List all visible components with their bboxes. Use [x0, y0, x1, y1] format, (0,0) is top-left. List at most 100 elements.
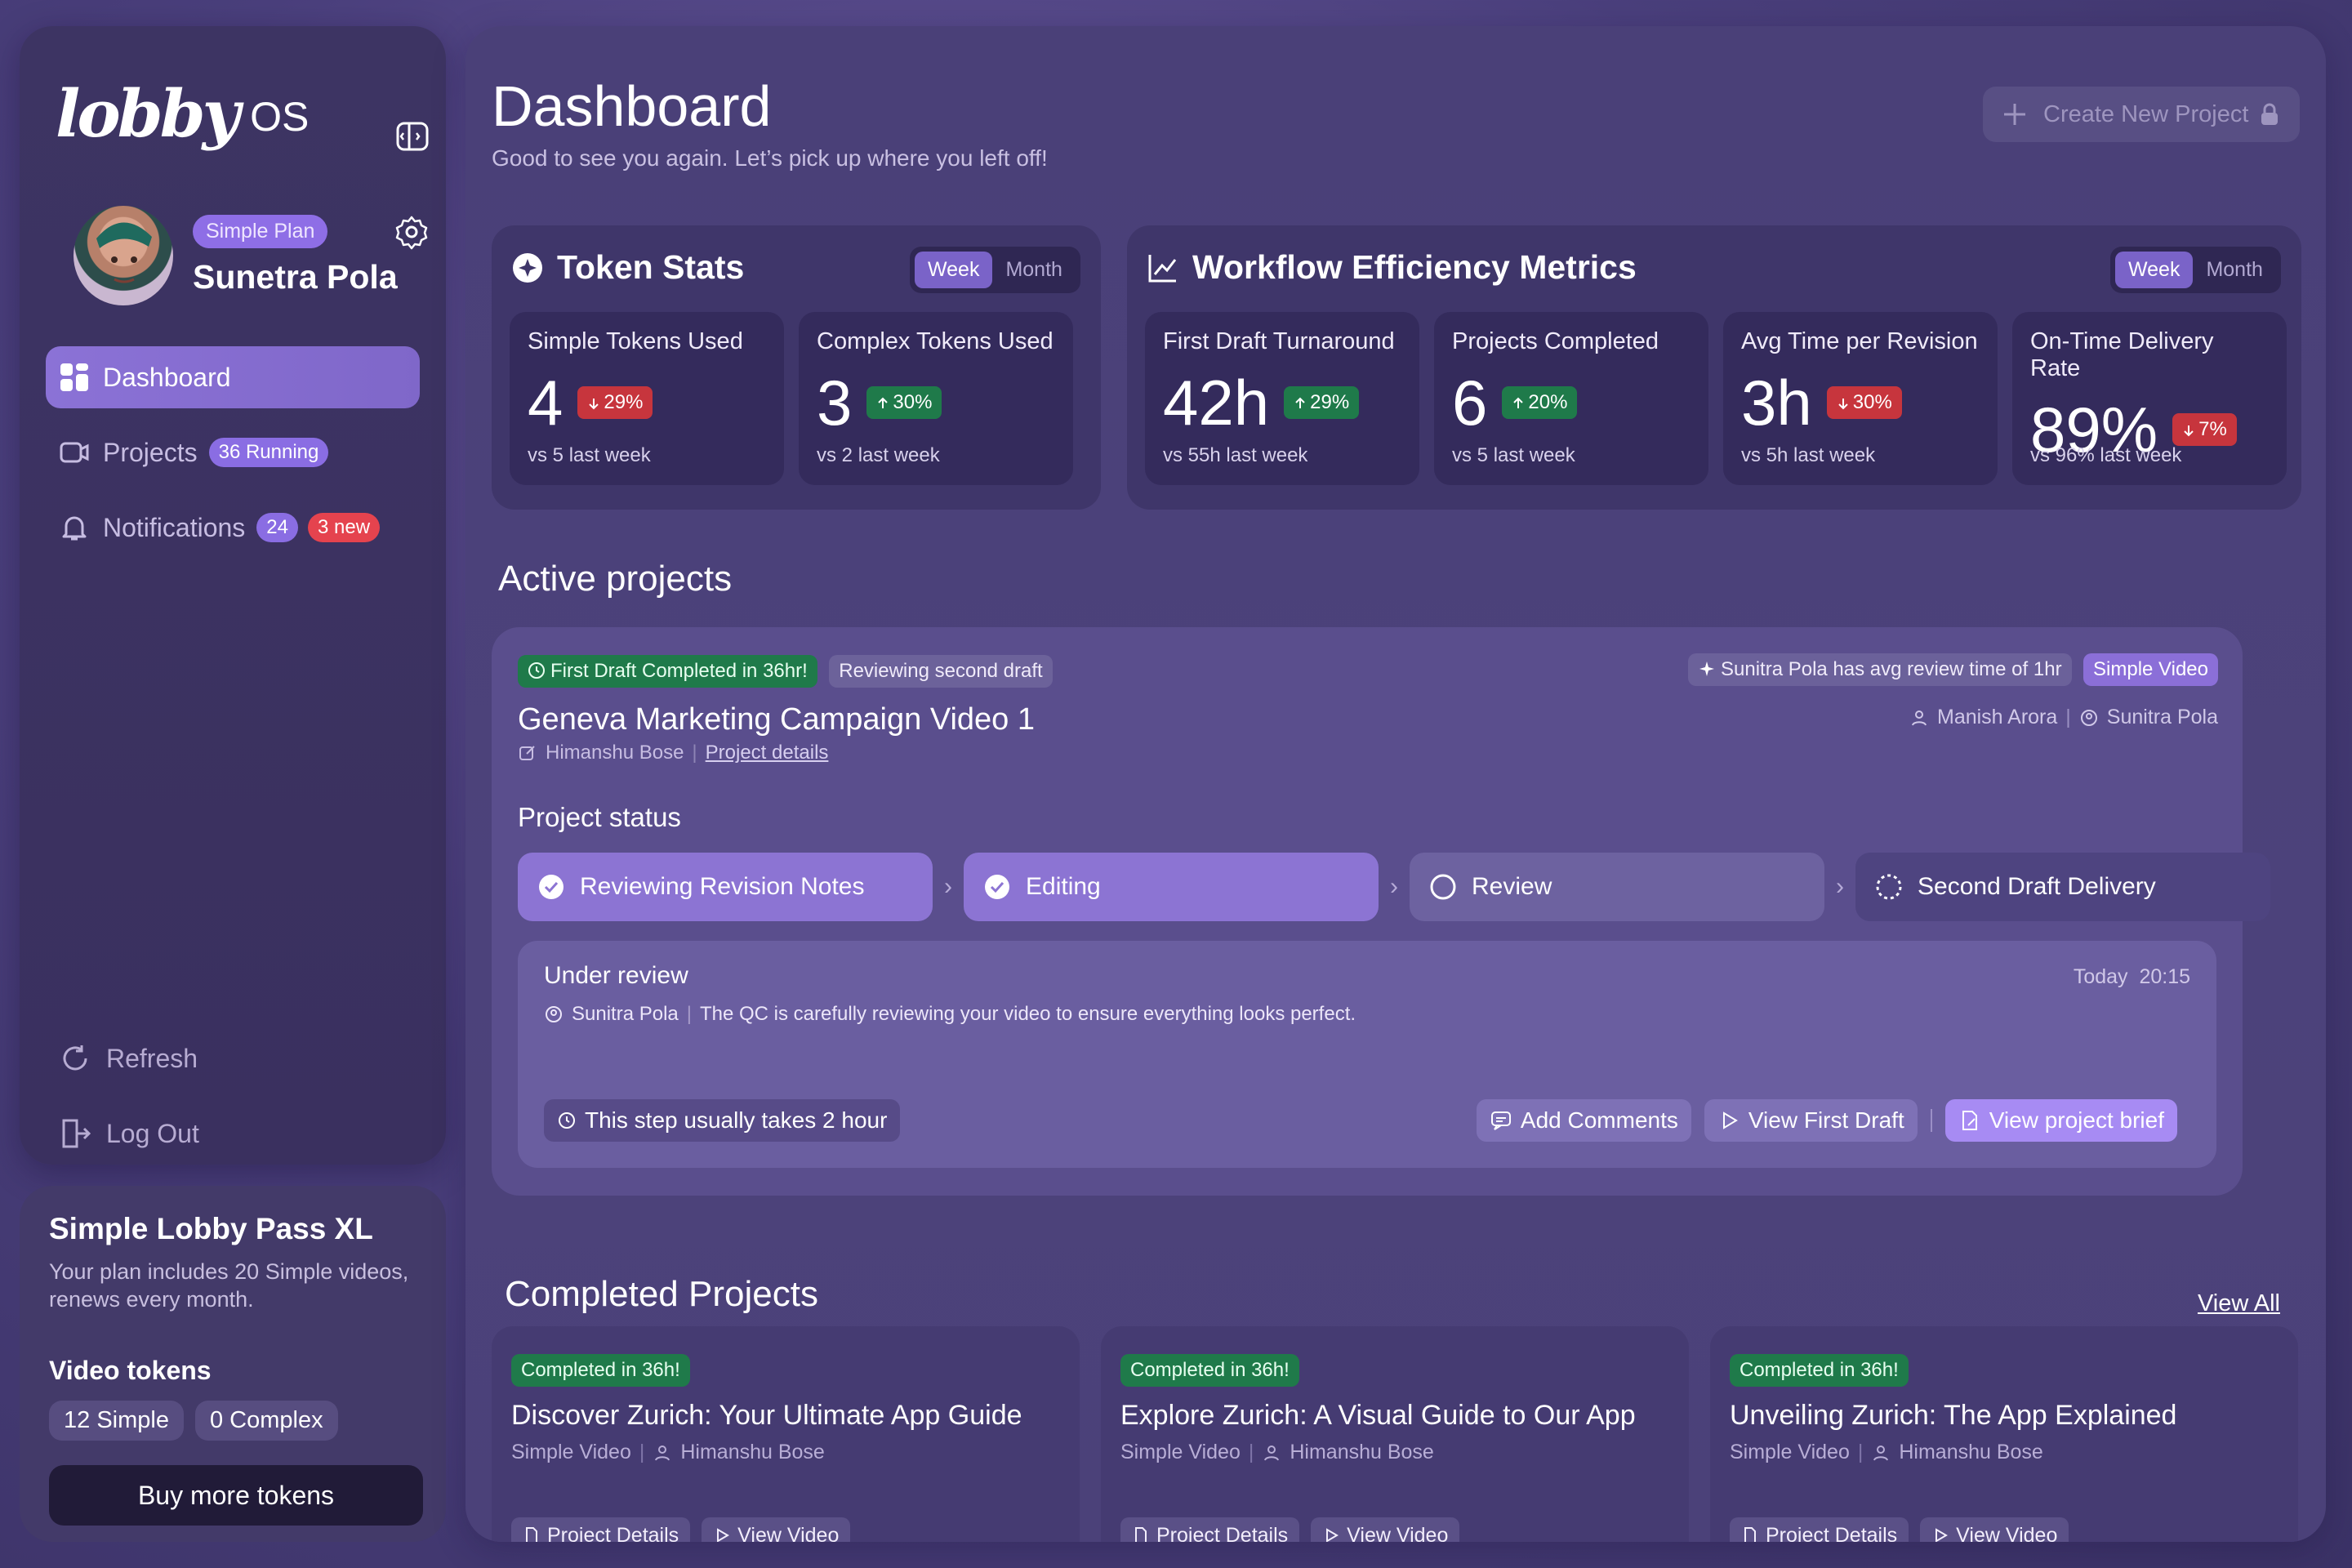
sidebar-toggle-icon[interactable]	[395, 119, 430, 154]
logout-icon	[59, 1117, 91, 1150]
stat-comparison: vs 55h last week	[1163, 444, 1307, 467]
play-icon	[1717, 1109, 1740, 1132]
view-video-button[interactable]: View Video	[1920, 1517, 2069, 1542]
project-details-label: Project Details	[547, 1523, 679, 1543]
buy-tokens-button[interactable]: Buy more tokens	[49, 1465, 423, 1526]
cmp-value: 5	[552, 444, 564, 466]
logout-button[interactable]: Log Out	[59, 1111, 199, 1156]
meta-divider: |	[1857, 1441, 1864, 1463]
user-icon	[1262, 1443, 1281, 1463]
project-details-label: Project Details	[1156, 1523, 1289, 1543]
token-stats-title: Token Stats	[557, 248, 745, 286]
refresh-button[interactable]: Refresh	[59, 1036, 199, 1081]
sidebar-item-notifications[interactable]: Notifications 24 3 new	[46, 497, 420, 559]
tab-month[interactable]: Month	[2206, 258, 2263, 281]
completed-project-card[interactable]: Completed in 36h! Unveiling Zurich: The …	[1710, 1326, 2298, 1542]
step-label: Review	[1472, 873, 1552, 900]
stat-value: 3	[817, 367, 853, 439]
add-comments-button[interactable]: Add Comments	[1476, 1099, 1691, 1142]
review-time-tag: Sunitra Pola has avg review time of 1hr	[1688, 653, 2072, 686]
cmp-value: 5	[1477, 444, 1489, 466]
refresh-label: Refresh	[106, 1043, 198, 1073]
document-icon	[1741, 1526, 1759, 1542]
stat-delta: 20%	[1528, 391, 1568, 413]
step-duration: This step usually takes 2 hour	[544, 1099, 901, 1142]
cmp-value: 55h	[1187, 444, 1221, 466]
tab-month[interactable]: Month	[1005, 258, 1062, 281]
token-period-toggle: Week Month	[910, 247, 1080, 293]
stat-delta: 7%	[2198, 418, 2227, 440]
stat-value: 3h	[1741, 367, 1812, 439]
play-icon	[713, 1526, 731, 1542]
completed-project-title: Unveiling Zurich: The App Explained	[1730, 1400, 2177, 1431]
sidebar-item-projects[interactable]: Projects 36 Running	[46, 421, 420, 483]
plan-title: Simple Lobby Pass XL	[49, 1212, 373, 1245]
view-first-draft-button[interactable]: View First Draft	[1704, 1099, 1918, 1142]
project-details-label: Project Details	[1766, 1523, 1898, 1543]
logo[interactable]: lobby OS	[56, 75, 309, 152]
cmp-vs: vs	[528, 444, 547, 466]
step-editing[interactable]: Editing	[964, 853, 1379, 921]
view-all-link[interactable]: View All	[2197, 1290, 2280, 1316]
cmp-tail: last week	[1226, 444, 1308, 466]
completed-tag: Completed in 36h!	[511, 1354, 690, 1387]
cmp-vs: vs	[817, 444, 836, 466]
view-video-label: View Video	[1956, 1523, 2058, 1543]
circle-icon	[1429, 873, 1457, 901]
project-title: Geneva Marketing Campaign Video 1	[518, 702, 1036, 737]
project-details-button[interactable]: Project Details	[1730, 1517, 1909, 1542]
stat-label: Complex Tokens Used	[817, 328, 1054, 354]
sidebar-item-dashboard[interactable]: Dashboard	[46, 346, 420, 408]
editor-name: Himanshu Bose	[1290, 1441, 1434, 1463]
cmp-vs: vs	[1452, 444, 1472, 466]
user-icon	[653, 1443, 672, 1463]
cmp-value: 96%	[2055, 444, 2095, 466]
under-review-box: Under review Today 20:15 Sunitra Pola | …	[518, 941, 2216, 1168]
sidebar-item-label: Notifications	[103, 512, 246, 542]
stat-comparison: vs 5h last week	[1741, 444, 1875, 467]
stat-card: On-Time Delivery Rate 89% 7% vs 96% last…	[2012, 312, 2287, 485]
view-video-label: View Video	[737, 1523, 840, 1543]
stat-value: 89%	[2030, 394, 2158, 466]
avatar[interactable]	[74, 206, 173, 305]
editor-name: Himanshu Bose	[546, 742, 684, 764]
step-review[interactable]: Review	[1410, 853, 1824, 921]
cmp-tail: last week	[2100, 444, 2182, 466]
completed-project-card[interactable]: Completed in 36h! Explore Zurich: A Visu…	[1101, 1326, 1689, 1542]
logo-suffix: OS	[250, 94, 310, 140]
step-reviewing-revision-notes[interactable]: Reviewing Revision Notes	[518, 853, 933, 921]
project-details-link[interactable]: Project details	[705, 742, 829, 764]
project-details-button[interactable]: Project Details	[1120, 1517, 1300, 1543]
tab-week[interactable]: Week	[2115, 252, 2194, 288]
stat-label: Simple Tokens Used	[528, 328, 743, 354]
tab-week[interactable]: Week	[915, 252, 993, 288]
step-second-draft-delivery[interactable]: Second Draft Delivery	[1855, 853, 2270, 921]
view-project-brief-button[interactable]: View project brief	[1944, 1099, 2177, 1142]
page-title: Dashboard	[492, 74, 772, 138]
gear-icon[interactable]	[394, 214, 430, 250]
plan-card: Simple Lobby Pass XL Your plan includes …	[20, 1186, 446, 1542]
view-first-draft-label: View First Draft	[1748, 1107, 1904, 1133]
cmp-value: 2	[841, 444, 853, 466]
stat-delta: 30%	[893, 391, 933, 413]
create-project-button[interactable]: Create New Project	[1983, 87, 2300, 142]
view-video-button[interactable]: View Video	[702, 1517, 851, 1543]
editor-name: Himanshu Bose	[680, 1441, 825, 1463]
page-subtitle: Good to see you again. Let’s pick up whe…	[492, 145, 1048, 171]
view-video-button[interactable]: View Video	[1311, 1517, 1460, 1542]
token-stats-panel: Token Stats Week Month Simple Tokens Use…	[492, 225, 1101, 510]
sparkle-icon	[1698, 660, 1716, 678]
project-status-title: Project status	[518, 802, 681, 832]
video-type: Simple Video	[1120, 1441, 1241, 1463]
review-day: Today	[2073, 965, 2128, 988]
cmp-vs: vs	[2030, 444, 2050, 466]
video-type: Simple Video	[1730, 1441, 1850, 1463]
completed-project-card[interactable]: Completed in 36h! Discover Zurich: Your …	[492, 1326, 1080, 1542]
review-timestamp: Today 20:15	[2074, 965, 2190, 989]
actions-divider	[1930, 1109, 1932, 1132]
arrow-up-icon: 29%	[1284, 386, 1360, 419]
project-details-button[interactable]: Project Details	[511, 1517, 691, 1543]
plus-icon	[2001, 100, 2029, 128]
clock-icon	[528, 662, 546, 679]
stat-card: First Draft Turnaround 42h 29% vs 55h la…	[1145, 312, 1419, 485]
